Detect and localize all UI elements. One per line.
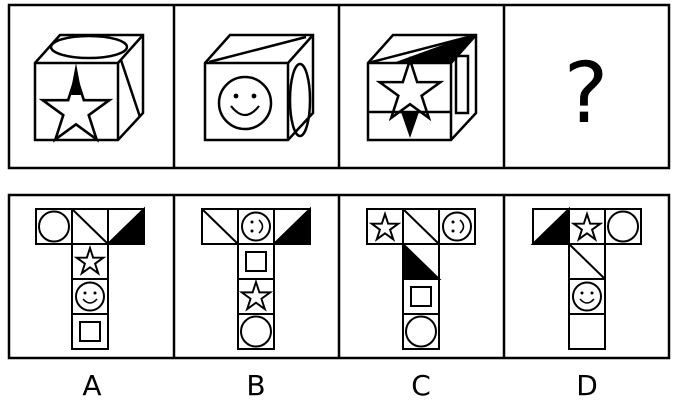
option-c-label[interactable]: C (411, 369, 431, 402)
option-a-label[interactable]: A (82, 369, 102, 402)
cube-2 (203, 33, 315, 142)
option-c-net[interactable] (367, 209, 476, 350)
option-d-label[interactable]: D (576, 369, 598, 402)
cube-1 (35, 33, 145, 140)
options-row (7, 193, 671, 360)
question-mark: ? (564, 44, 609, 142)
cube-3 (368, 33, 478, 142)
option-a-net[interactable] (35, 206, 145, 350)
question-row (7, 3, 671, 170)
option-b-label[interactable]: B (246, 369, 266, 402)
option-b-net[interactable] (201, 206, 311, 350)
option-d-net[interactable] (530, 206, 642, 350)
